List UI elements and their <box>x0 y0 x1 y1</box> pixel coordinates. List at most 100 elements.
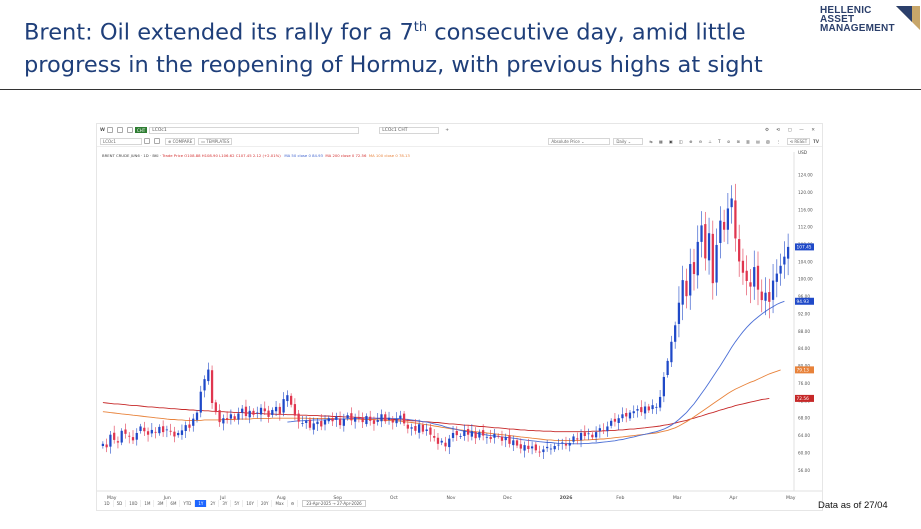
candle-body <box>553 445 556 450</box>
candle-body <box>579 432 583 441</box>
candle-body <box>628 412 632 419</box>
ma50-line <box>287 300 785 445</box>
home-icon[interactable] <box>126 127 133 133</box>
candle-body <box>203 379 206 391</box>
candle-body <box>497 435 500 437</box>
candle-body <box>636 409 639 411</box>
candle-body <box>143 427 146 432</box>
templates-button[interactable]: ▭ TEMPLATES <box>198 137 233 145</box>
range-button-5y[interactable]: 5Y <box>231 500 244 507</box>
candle-body <box>192 418 195 426</box>
range-button-10d[interactable]: 10D <box>126 500 142 507</box>
candle-body <box>320 421 323 427</box>
candle-body <box>549 448 553 450</box>
candle-body <box>745 270 748 281</box>
candle-body <box>546 446 549 449</box>
candle-body <box>290 395 293 405</box>
candle-body <box>410 427 413 429</box>
range-settings-icon[interactable]: ⚙ <box>288 500 299 507</box>
candle-body <box>493 433 496 438</box>
candle-body <box>459 436 462 437</box>
instrument-field[interactable]: LCOc1 <box>100 137 142 145</box>
candle-body <box>154 431 157 433</box>
range-button-5d[interactable]: 5D <box>114 500 127 507</box>
candle-body <box>308 419 312 428</box>
candle-body <box>124 429 127 434</box>
candle-body <box>662 376 666 397</box>
top-toolbar: W CHT LCOc1 LCOc1 CHT + ⚙ ⟲ ▢ — ✕ <box>97 124 822 136</box>
candle-body <box>256 412 259 414</box>
range-button-max[interactable]: Max <box>272 500 288 507</box>
range-button-2y[interactable]: 2Y <box>207 500 220 507</box>
symbol-tab[interactable]: LCOc1 CHT <box>379 126 440 134</box>
range-button-1m[interactable]: 1M <box>141 500 155 507</box>
x-tick-label: Feb <box>616 495 624 501</box>
candle-body <box>448 438 451 448</box>
x-tick-label: Aug <box>277 495 286 501</box>
add-tab-icon[interactable]: + <box>445 127 449 133</box>
candle-body <box>316 421 319 425</box>
candle-body <box>677 302 681 324</box>
candle-body <box>474 431 477 439</box>
ma-marker-0: 94.93 <box>797 299 810 305</box>
candle-body <box>760 291 763 301</box>
range-button-3m[interactable]: 3M <box>154 500 168 507</box>
candle-body <box>150 429 153 434</box>
ma-marker-2: 72.56 <box>797 396 810 402</box>
symbol-search-field[interactable]: LCOc1 <box>149 126 360 134</box>
chart-tab-chip[interactable]: CHT <box>134 127 148 133</box>
candle-body <box>440 440 443 443</box>
legend-trade-price: Trade Price O108.88 H108.90 L106.62 C107… <box>162 153 281 158</box>
range-button-3y[interactable]: 3Y <box>219 500 232 507</box>
range-button-20y[interactable]: 20Y <box>258 500 273 507</box>
window-controls[interactable]: ⚙ ⟲ ▢ — ✕ <box>764 127 818 133</box>
x-tick-label: Sep <box>333 495 342 501</box>
forward-icon[interactable] <box>116 127 123 133</box>
settings-icon[interactable] <box>154 138 160 144</box>
range-button-ytd[interactable]: YTD <box>180 500 196 507</box>
price-chart[interactable]: USD56.0060.0064.0068.0072.0076.0080.0084… <box>97 124 822 510</box>
candle-body <box>225 418 229 420</box>
back-icon[interactable] <box>106 127 113 133</box>
candle-body <box>421 424 425 432</box>
x-tick-label: Jul <box>219 495 226 501</box>
candle-body <box>395 419 398 424</box>
search-icon[interactable] <box>144 138 150 144</box>
candle-body <box>218 410 221 423</box>
candle-body <box>632 411 635 414</box>
range-button-1d[interactable]: 1D <box>101 500 114 507</box>
range-button-10y[interactable]: 10Y <box>243 500 258 507</box>
range-button-1y[interactable]: 1Y <box>195 500 208 507</box>
candle-body <box>323 419 327 425</box>
candle-body <box>425 429 428 432</box>
candle-body <box>271 409 274 415</box>
candle-body <box>512 440 515 446</box>
candle-body <box>357 417 361 419</box>
x-tick-label: May <box>786 495 796 501</box>
date-range-field[interactable]: 23-Apr-2025 → 27-Apr-2026 <box>302 500 366 507</box>
range-button-6m[interactable]: 6M <box>167 500 181 507</box>
candle-body <box>466 429 470 435</box>
candle-body <box>241 408 244 413</box>
chart-app-window: W CHT LCOc1 LCOc1 CHT + ⚙ ⟲ ▢ — ✕ LCOc1 … <box>96 123 823 511</box>
candle-body <box>768 292 771 302</box>
price-mode-select[interactable]: Absolute Price ⌄ <box>548 137 611 145</box>
interval-select[interactable]: Daily ⌄ <box>613 137 644 145</box>
y-tick-label: 60.00 <box>798 450 810 455</box>
candle-body <box>591 434 594 438</box>
candle-body <box>350 413 353 421</box>
drawing-tools[interactable]: ⇆ ▦ ▣ ◫ ⊕ ⊖ ⊥ T ⊘ ⊞ ▥ ▤ ▧ ⋮ <box>649 138 783 144</box>
candle-body <box>267 410 270 417</box>
candle-body <box>523 445 526 451</box>
candle-body <box>139 426 142 432</box>
candle-body <box>696 241 699 276</box>
legend-ma200: MA 200 close 0 72.56 <box>325 153 367 158</box>
candle-body <box>335 416 338 420</box>
candle-body <box>293 404 297 416</box>
title-divider <box>0 89 921 90</box>
candle-body <box>508 435 511 444</box>
candle-body <box>561 442 564 444</box>
compare-button[interactable]: ⊕ COMPARE <box>165 137 196 145</box>
candle-body <box>651 405 654 410</box>
reset-button[interactable]: ⟲ RESET <box>786 137 811 145</box>
